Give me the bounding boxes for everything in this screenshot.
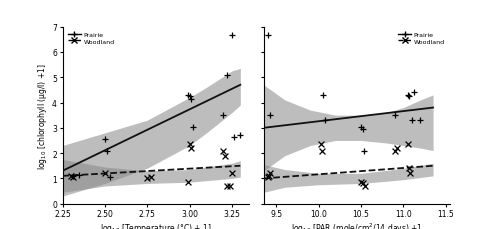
Point <box>102 149 110 153</box>
Point <box>392 147 400 150</box>
Legend: Prairie, Woodland: Prairie, Woodland <box>66 31 117 46</box>
Point <box>146 175 154 179</box>
Point <box>184 94 192 97</box>
Point <box>223 184 231 188</box>
Point <box>264 34 272 38</box>
Point <box>416 119 424 123</box>
Point <box>228 34 236 38</box>
Point <box>228 172 236 175</box>
Point <box>404 94 411 97</box>
Point <box>68 175 76 179</box>
Point <box>226 184 234 188</box>
Point <box>410 91 418 95</box>
Point <box>265 174 273 178</box>
Point <box>362 184 370 188</box>
Point <box>319 94 327 97</box>
Point <box>189 125 197 129</box>
Point <box>391 114 399 117</box>
Point <box>360 149 368 153</box>
Point <box>76 173 84 177</box>
Point <box>318 149 326 153</box>
Legend: Prairie, Woodland: Prairie, Woodland <box>396 31 447 46</box>
Point <box>357 125 365 129</box>
Point <box>266 172 274 175</box>
Point <box>101 172 109 175</box>
Point <box>406 95 413 98</box>
Point <box>391 149 399 153</box>
Point <box>318 143 326 147</box>
X-axis label: log$_{10}$ [Temperature (°C) + 1]: log$_{10}$ [Temperature (°C) + 1] <box>100 221 212 229</box>
Point <box>264 175 272 179</box>
Point <box>357 180 365 184</box>
Point <box>223 74 231 77</box>
Point <box>186 143 194 147</box>
Point <box>67 174 75 178</box>
Point <box>320 119 328 123</box>
Point <box>143 177 151 180</box>
Point <box>106 175 114 179</box>
Point <box>101 138 109 141</box>
Y-axis label: log$_{10}$ [chlorophyll (μg/l) +1]: log$_{10}$ [chlorophyll (μg/l) +1] <box>36 63 50 169</box>
Point <box>221 154 229 158</box>
Point <box>220 149 228 153</box>
X-axis label: log$_{10}$ [PAR (mole/cm$^2$/14 days) +1: log$_{10}$ [PAR (mole/cm$^2$/14 days) +1 <box>291 221 423 229</box>
Point <box>220 114 228 117</box>
Point <box>187 97 195 101</box>
Point <box>408 119 416 123</box>
Point <box>404 143 411 147</box>
Point <box>236 134 244 138</box>
Point <box>266 114 274 117</box>
Point <box>406 172 414 175</box>
Point <box>359 128 367 131</box>
Point <box>184 180 192 184</box>
Point <box>230 135 237 139</box>
Point <box>406 167 413 170</box>
Point <box>359 182 367 185</box>
Point <box>186 95 194 98</box>
Point <box>187 147 195 150</box>
Point <box>68 174 76 178</box>
